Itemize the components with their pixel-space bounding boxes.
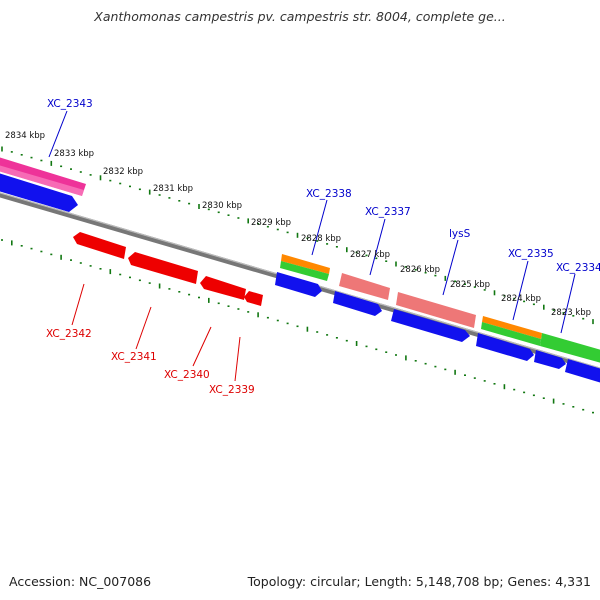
lower-tick-track bbox=[1, 239, 594, 414]
gene-arrow-xc-2341 bbox=[128, 252, 198, 284]
trna-block-xc-2338 bbox=[280, 261, 329, 281]
tick-label: 2831 kbp bbox=[153, 184, 193, 194]
feature-track bbox=[0, 157, 600, 383]
gene-arrow-xc-2342 bbox=[73, 232, 126, 259]
tick-label: 2830 kbp bbox=[202, 201, 242, 211]
forward-gene-labels: XC_2343 XC_2338 XC_2337 lysS XC_2335 XC_… bbox=[47, 98, 600, 274]
gene-label-xc-2339[interactable]: XC_2339 bbox=[209, 384, 255, 396]
tick-label: 2823 kbp bbox=[551, 308, 591, 318]
tick-label: 2832 kbp bbox=[103, 167, 143, 177]
cds-arrow-xc-2338 bbox=[275, 272, 322, 297]
gene-label-xc-2342[interactable]: XC_2342 bbox=[46, 328, 92, 340]
tick-label: 2829 kbp bbox=[251, 218, 291, 228]
gene-block-lyss bbox=[396, 292, 476, 328]
gene-block-xc-2337 bbox=[339, 273, 390, 300]
tick-label: 2826 kbp bbox=[400, 265, 440, 275]
cds-arrow-right-1 bbox=[534, 350, 566, 369]
accession-label: Accession: NC_007086 bbox=[9, 574, 152, 589]
leader-xc-2338 bbox=[311, 199, 328, 256]
leader-xc-2335 bbox=[512, 260, 529, 321]
leader-xc-2334 bbox=[560, 273, 576, 334]
gene-arrow-xc-2340 bbox=[200, 276, 246, 300]
cds-arrow-right-2 bbox=[565, 359, 600, 383]
leader-xc-2340 bbox=[192, 326, 212, 367]
leader-xc-2341 bbox=[135, 306, 152, 350]
rrna-block-xc-2338 bbox=[281, 254, 330, 274]
leader-xc-2337 bbox=[369, 218, 386, 276]
leader-xc-2339 bbox=[234, 336, 241, 382]
label-leaders bbox=[48, 110, 576, 382]
gene-label-lyss[interactable]: lysS bbox=[449, 228, 471, 240]
gene-label-xc-2338[interactable]: XC_2338 bbox=[306, 188, 352, 200]
cds-arrow-xc-2335 bbox=[476, 333, 534, 361]
tick-label: 2827 kbp bbox=[350, 250, 390, 260]
gene-label-xc-2335[interactable]: XC_2335 bbox=[508, 248, 554, 260]
gene-arrow-xc-2339 bbox=[244, 291, 263, 306]
tick-labels: 2834 kbp 2833 kbp 2832 kbp 2831 kbp 2830… bbox=[5, 131, 591, 318]
gene-label-xc-2337[interactable]: XC_2337 bbox=[365, 206, 411, 218]
gene-label-xc-2334[interactable]: XC_2334 bbox=[556, 262, 600, 274]
cds-arrow-xc-2337 bbox=[333, 291, 382, 316]
trna-block-xc-2334 bbox=[540, 333, 600, 363]
cds-arrow-left bbox=[0, 173, 78, 212]
trna-block-xc-2335 bbox=[481, 322, 541, 346]
map-title: Xanthomonas campestris pv. campestris st… bbox=[94, 9, 506, 24]
gene-label-xc-2343[interactable]: XC_2343 bbox=[47, 98, 93, 110]
rrna-block-xc-2335 bbox=[482, 316, 542, 339]
tick-label: 2828 kbp bbox=[301, 234, 341, 244]
pseudo-gene-block-left-shade bbox=[0, 165, 84, 196]
upper-tick-track bbox=[1, 146, 594, 325]
leader-lyss bbox=[442, 239, 459, 296]
tick-label: 2824 kbp bbox=[501, 294, 541, 304]
genome-stats-label: Topology: circular; Length: 5,148,708 bp… bbox=[247, 574, 591, 589]
gene-label-xc-2341[interactable]: XC_2341 bbox=[111, 351, 157, 363]
leader-xc-2342 bbox=[71, 283, 85, 326]
gene-label-xc-2340[interactable]: XC_2340 bbox=[164, 369, 210, 381]
tick-label: 2833 kbp bbox=[54, 149, 94, 159]
tick-label: 2834 kbp bbox=[5, 131, 45, 141]
leader-xc-2343 bbox=[48, 110, 68, 158]
reverse-gene-labels: XC_2342 XC_2341 XC_2340 XC_2339 bbox=[46, 328, 255, 396]
cds-arrow-lyss bbox=[391, 309, 470, 342]
tick-label: 2825 kbp bbox=[450, 280, 490, 290]
